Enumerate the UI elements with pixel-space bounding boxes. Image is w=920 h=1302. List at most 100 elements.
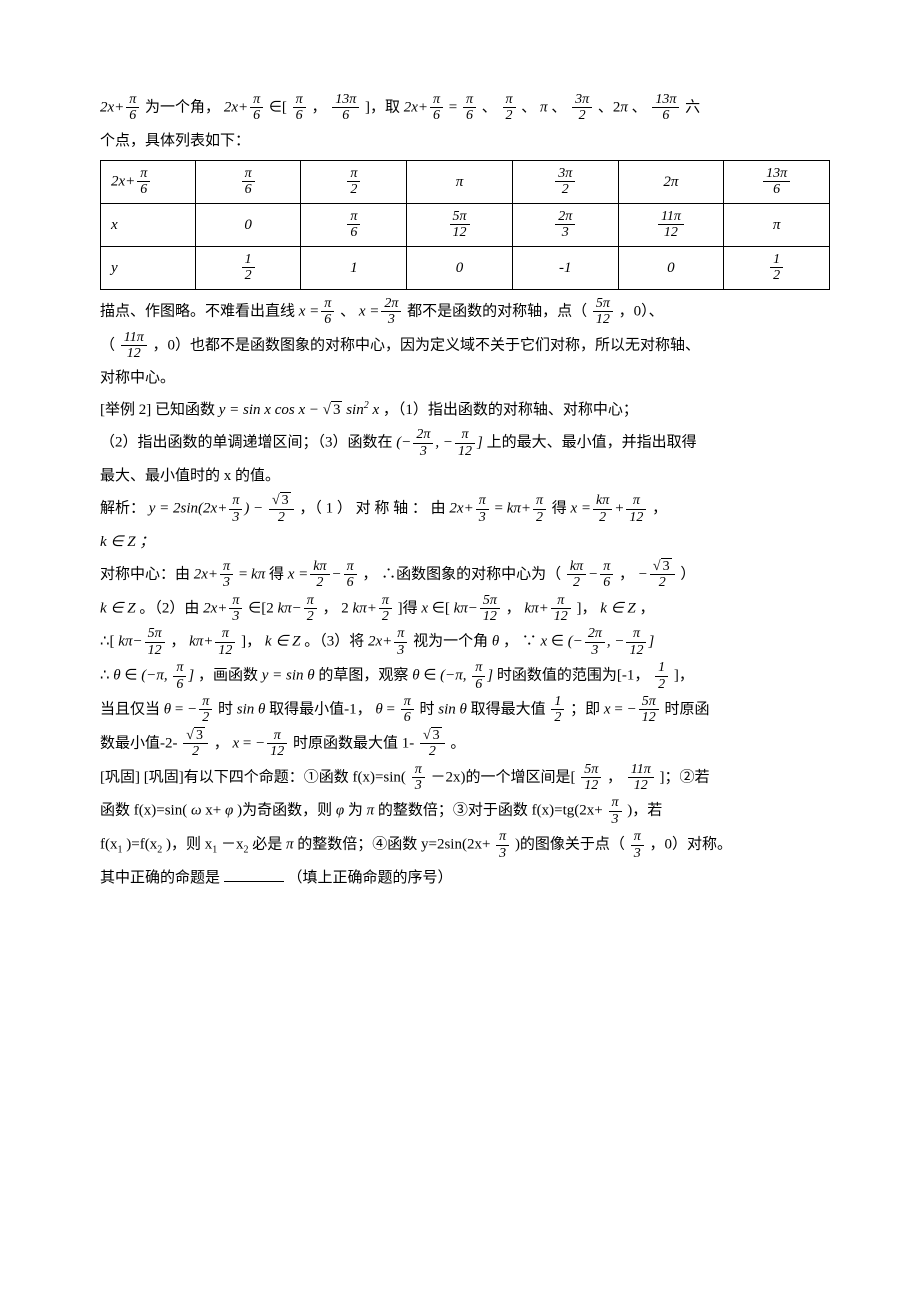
solution-part3: ∴[ kπ−5π12 ， kπ+π12 ]， k ∈ Z 。（3）将 2x+π3… xyxy=(100,626,830,658)
solution-part5: 当且仅当 θ = −π2 时 sin θ 取得最小值-1， θ = π6 时 s… xyxy=(100,694,830,726)
t: 。（2）由 xyxy=(139,600,199,616)
t: 时函数值的范围为[-1， xyxy=(497,668,650,684)
t: θ xyxy=(492,634,499,650)
t: 描点、作图略。不难看出直线 xyxy=(100,303,295,319)
t: ∈[ xyxy=(432,600,450,616)
t: 都不是函数的对称轴，点（ xyxy=(407,303,587,319)
solution-part6: 数最小值-2- 32 ， x = −π12 时原函数最大值 1- 32 。 xyxy=(100,728,830,760)
t: 为 xyxy=(348,803,363,819)
gonggu-4: 其中正确的命题是 （填上正确命题的序号） xyxy=(100,863,830,893)
t: ， ∵ xyxy=(503,634,537,650)
t: ， xyxy=(607,769,622,785)
t: ， xyxy=(214,735,229,751)
t: = xyxy=(494,500,502,516)
t: )，则 x xyxy=(166,836,212,852)
t: 取得最小值-1， xyxy=(269,701,372,717)
intro-line-2: 个点，具体列表如下： xyxy=(100,126,830,156)
t: ， 2 xyxy=(323,600,349,616)
t: 的草图，观察 xyxy=(318,668,408,684)
t: = xyxy=(239,566,247,582)
t: 、 xyxy=(632,99,647,115)
t: k ∈ Z xyxy=(600,600,636,616)
t: 六 xyxy=(685,99,700,115)
solution-line-1: 解析： y = 2sin(2x+π3) − 32 ，（ 1 ） 对 称 轴 ： … xyxy=(100,493,830,525)
value-table: 2x+π6 π6 π2 π 3π2 2π 13π6 x 0 π6 5π12 2π… xyxy=(100,160,830,290)
t: ∈ xyxy=(423,668,436,684)
t: )为奇函数，则 xyxy=(237,803,332,819)
t: ， xyxy=(170,634,185,650)
example-2-line-3: 最大、最小值时的 x 的值。 xyxy=(100,461,830,491)
t: π xyxy=(367,803,375,819)
t: ，（ 1 ） 对 称 轴 ： 由 xyxy=(299,500,449,516)
t: ，0）也都不是函数图象的对称中心，因为定义域不关于它们对称，所以无对称轴、 xyxy=(153,337,701,353)
t: ]得 xyxy=(398,600,418,616)
t: ]， xyxy=(674,668,694,684)
solution-part4: ∴ θ ∈ (−π, π6] ，画函数 y = sin θ 的草图，观察 θ ∈… xyxy=(100,660,830,692)
t: = xyxy=(243,735,251,751)
t: 取得最大值 xyxy=(471,701,546,717)
t: [巩固] [巩固]有以下四个命题：①函数 f(x)=sin( xyxy=(100,769,406,785)
t: 、 xyxy=(340,303,355,319)
t: 。（3）将 xyxy=(304,634,364,650)
t: ，（1）指出函数的对称轴、对称中心； xyxy=(383,402,638,418)
t: ，0）对称。 xyxy=(649,836,732,852)
t: ]， xyxy=(576,600,600,616)
t: 。 xyxy=(450,735,465,751)
t: 的整数倍；④函数 y=2sin(2x+ xyxy=(297,836,490,852)
t: ω xyxy=(191,803,202,819)
intro-line-1: 2x+π6 为一个角， 2x+π6 ∈[ π6 ， 13π6 ]，取 2x+π6… xyxy=(100,92,830,124)
t: θ xyxy=(164,701,171,717)
t: 为一个角， xyxy=(145,99,220,115)
t: k ∈ Z xyxy=(100,600,136,616)
t: 其中正确的命题是 xyxy=(100,870,220,886)
t: ） xyxy=(680,566,695,582)
t: = xyxy=(614,701,622,717)
answer-blank[interactable] xyxy=(224,866,284,882)
t: 必是 xyxy=(252,836,282,852)
t: ，0）、 xyxy=(619,303,664,319)
gonggu-1: [巩固] [巩固]有以下四个命题：①函数 f(x)=sin( π3 －2x)的一… xyxy=(100,762,830,794)
t: ]，取 xyxy=(365,99,400,115)
example-2-line-1: [举例 2] 已知函数 y = sin x cos x − 3 sin2 x ，… xyxy=(100,395,830,425)
t: ∴[ xyxy=(100,634,115,650)
gonggu-2: 函数 f(x)=sin( ω x+ φ )为奇函数，则 φ 为 π 的整数倍；③… xyxy=(100,795,830,827)
t: －x xyxy=(221,836,244,852)
t: φ xyxy=(336,803,344,819)
t: = xyxy=(175,701,183,717)
t: 、 xyxy=(482,99,497,115)
t: ∈ xyxy=(551,634,564,650)
t: 、 xyxy=(521,99,536,115)
t: （2）指出函数的单调递增区间；（3）函数在 xyxy=(100,435,393,451)
t: θ xyxy=(113,668,120,684)
t: ， xyxy=(652,500,667,516)
t: 时 xyxy=(420,701,435,717)
t: 数最小值-2- xyxy=(100,735,178,751)
t: 时原函数最大值 1- xyxy=(293,735,414,751)
t: 函数 f(x)=sin( xyxy=(100,803,187,819)
t: k ∈ Z xyxy=(265,634,301,650)
t: ∈ xyxy=(124,668,137,684)
example-2-line-2: （2）指出函数的单调递增区间；（3）函数在 (−2π3, −π12] 上的最大、… xyxy=(100,427,830,459)
t: 、2 xyxy=(598,99,621,115)
t: = xyxy=(449,99,457,115)
t: π xyxy=(286,836,294,852)
t: )=f(x xyxy=(126,836,157,852)
t: φ xyxy=(225,803,233,819)
t: 对称中心：由 xyxy=(100,566,190,582)
after-table-2: （ 11π12 ，0）也都不是函数图象的对称中心，因为定义域不关于它们对称，所以… xyxy=(100,330,830,362)
t: ， xyxy=(640,600,655,616)
after-table-3: 对称中心。 xyxy=(100,363,830,393)
t: 视为一个角 xyxy=(413,634,488,650)
t: )，若 xyxy=(627,803,662,819)
solution-kz: k ∈ Z ； xyxy=(100,527,830,557)
t: ， xyxy=(311,99,326,115)
t: ]， xyxy=(241,634,261,650)
solution-center: 对称中心：由 2x+π3 = kπ 得 x =kπ2−π6 ， ∴函数图象的对称… xyxy=(100,559,830,591)
t: θ xyxy=(412,668,419,684)
t: 得 xyxy=(552,500,571,516)
t: π xyxy=(540,99,548,115)
t: ，画函数 xyxy=(198,668,258,684)
t: ， ∴函数图象的对称中心为（ xyxy=(362,566,561,582)
t: ， xyxy=(619,566,634,582)
t: θ xyxy=(375,701,382,717)
